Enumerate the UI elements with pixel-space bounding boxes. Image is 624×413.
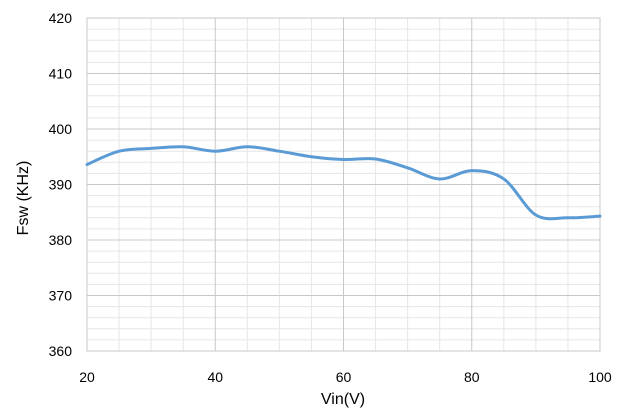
y-tick-label: 420 — [49, 10, 73, 26]
x-axis-label: Vin(V) — [321, 391, 365, 408]
y-tick-label: 410 — [49, 66, 73, 82]
plot-border — [86, 17, 601, 352]
y-tick-label: 360 — [49, 343, 73, 359]
x-tick-label: 100 — [588, 369, 612, 385]
x-tick-label: 40 — [207, 369, 223, 385]
series-line — [85, 145, 602, 221]
y-tick-label: 370 — [49, 288, 73, 304]
y-axis-label: Fsw (KHz) — [15, 161, 32, 236]
x-tick-label: 20 — [79, 369, 95, 385]
x-tick-label: 80 — [464, 369, 480, 385]
y-tick-labels: 360 370 380 390 400 410 420 — [49, 10, 73, 359]
y-tick-label: 400 — [49, 121, 73, 137]
y-tick-label: 380 — [49, 232, 73, 248]
plot-area-border — [86, 17, 601, 352]
series-layer — [85, 145, 602, 221]
x-tick-labels: 20 40 60 80 100 — [79, 369, 612, 385]
x-tick-label: 60 — [336, 369, 352, 385]
y-tick-label: 390 — [49, 177, 73, 193]
major-gridlines — [86, 17, 601, 352]
